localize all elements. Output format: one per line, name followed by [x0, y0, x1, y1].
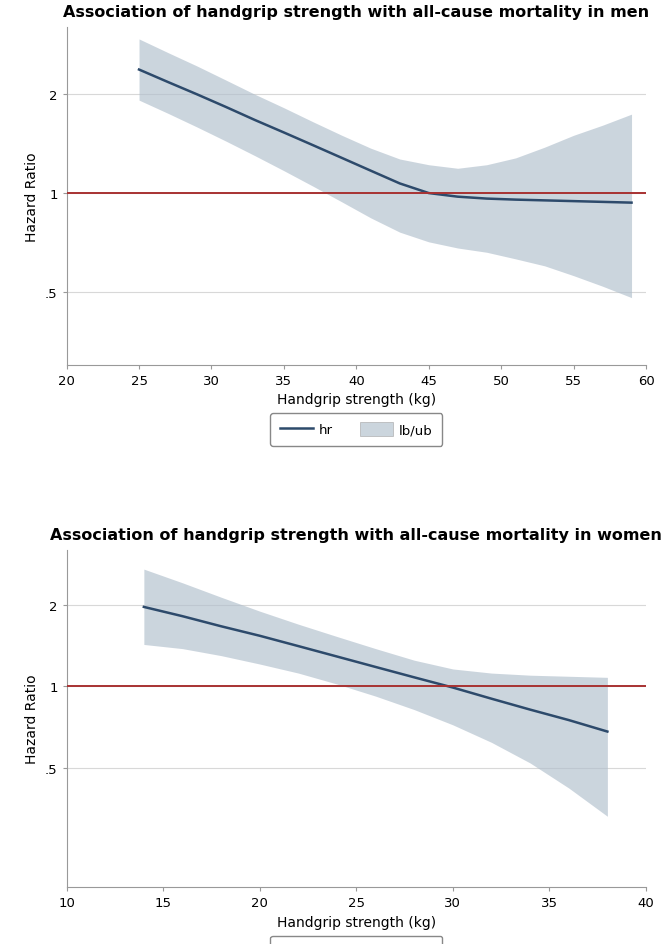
Legend: hr, lb/ub: hr, lb/ub	[270, 413, 442, 447]
Y-axis label: Hazard Ratio: Hazard Ratio	[25, 674, 39, 764]
X-axis label: Handgrip strength (kg): Handgrip strength (kg)	[277, 393, 436, 407]
Legend: hr, lb/ub: hr, lb/ub	[270, 936, 442, 944]
Y-axis label: Hazard Ratio: Hazard Ratio	[25, 152, 39, 242]
Title: Association of handgrip strength with all-cause mortality in women: Association of handgrip strength with al…	[51, 528, 662, 543]
Title: Association of handgrip strength with all-cause mortality in men: Association of handgrip strength with al…	[63, 6, 649, 20]
X-axis label: Handgrip strength (kg): Handgrip strength (kg)	[277, 915, 436, 929]
